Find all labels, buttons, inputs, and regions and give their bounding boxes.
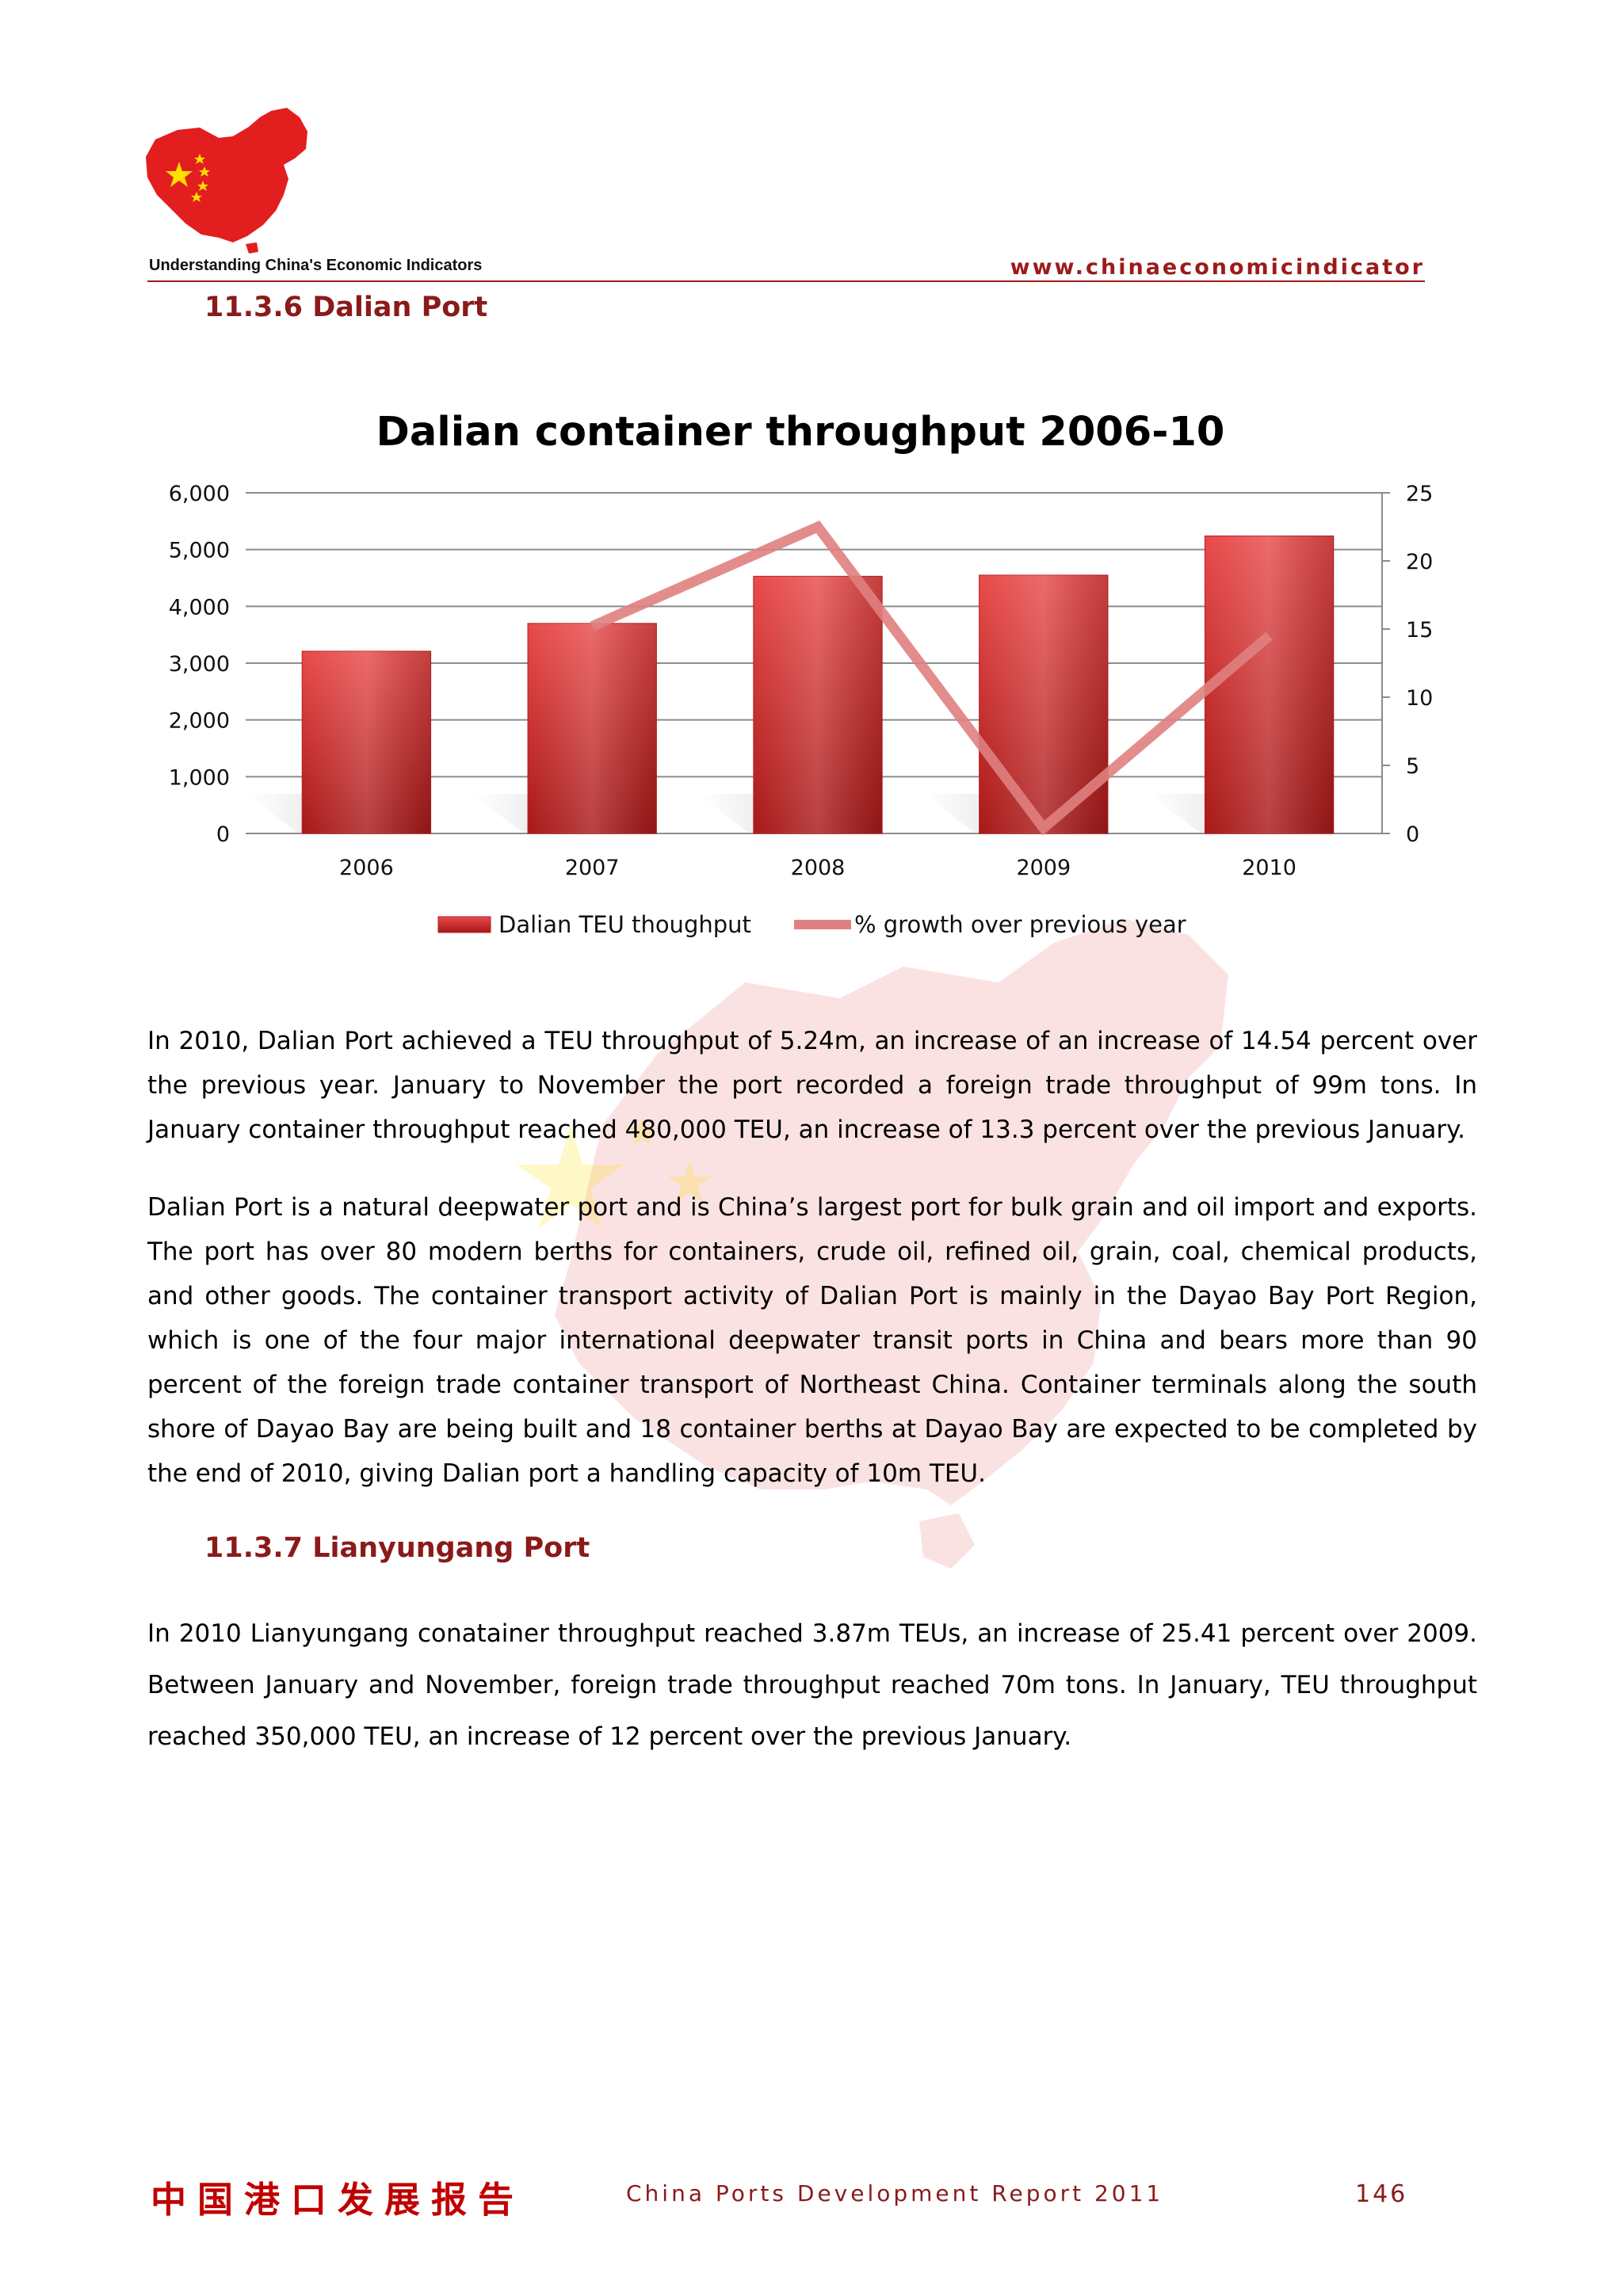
- china-map-logo-icon: [146, 108, 307, 254]
- bar-highlight: [753, 576, 883, 833]
- y-left-tick-label: 5,000: [169, 539, 230, 563]
- page-number: 146: [1355, 2180, 1408, 2208]
- y-right-tick-label: 10: [1406, 686, 1433, 711]
- watermark-stars-icon: [517, 1117, 712, 1228]
- y-left-tick-label: 2,000: [169, 709, 230, 734]
- y-right-tick-label: 0: [1406, 822, 1419, 847]
- footer-chinese-title: 中国港口发展报告: [151, 2179, 525, 2221]
- y-right-tick-label: 20: [1406, 550, 1433, 574]
- y-left-tick-label: 6,000: [169, 482, 230, 506]
- x-tick-label: 2010: [1242, 856, 1296, 880]
- bar-highlight: [1205, 536, 1334, 833]
- dalian-throughput-chart: Dalian container throughput 2006-10 0 1,0…: [169, 409, 1434, 938]
- x-tick-label: 2007: [565, 856, 620, 880]
- legend-line-label: % growth over previous year: [854, 911, 1186, 938]
- footer-report-title: China Ports Development Report 2011: [626, 2180, 1164, 2206]
- section-heading-dalian: 11.3.6 Dalian Port: [204, 292, 488, 323]
- website-url[interactable]: www.chinaeconomicindicator: [1010, 255, 1425, 280]
- y-left-tick-label: 3,000: [169, 652, 230, 677]
- line-series: [590, 520, 1273, 836]
- y-right-tick-label: 25: [1406, 482, 1433, 506]
- x-tick-label: 2009: [1016, 856, 1071, 880]
- x-tick-label: 2008: [791, 856, 846, 880]
- logo-caption: Understanding China's Economic Indicator…: [149, 257, 483, 274]
- legend-bar-swatch: [437, 916, 491, 933]
- x-tick-label: 2006: [339, 856, 394, 880]
- y-right-tick-label: 15: [1406, 618, 1433, 643]
- paragraph-dalian-1: In 2010, Dalian Port achieved a TEU thro…: [147, 1027, 1477, 1144]
- bar-highlight: [302, 650, 431, 833]
- y-left-tick-label: 1,000: [169, 765, 230, 790]
- y-left-tick-label: 0: [216, 822, 230, 847]
- bar-series: [301, 535, 1335, 834]
- header-divider: [147, 280, 1425, 282]
- chart-title: Dalian container throughput 2006-10: [376, 409, 1225, 456]
- y-left-tick-label: 4,000: [169, 595, 230, 620]
- legend-bar-label: Dalian TEU thoughput: [498, 911, 751, 938]
- y-right-tick-label: 5: [1406, 754, 1419, 779]
- paragraph-dalian-2: Dalian Port is a natural deepwater port …: [147, 1193, 1477, 1488]
- growth-line: [590, 520, 1273, 836]
- paragraph-lianyungang: In 2010 Lianyungang conatainer throughpu…: [147, 1619, 1477, 1751]
- section-heading-lianyungang: 11.3.7 Lianyungang Port: [204, 1532, 590, 1564]
- chart-legend: Dalian TEU thoughput % growth over previo…: [437, 911, 1186, 938]
- chart-axes: 0 1,000 2,000 3,000 4,000 5,000 6,000 0 5 10 15 20 2…: [169, 482, 1434, 880]
- bar-highlight: [528, 623, 657, 833]
